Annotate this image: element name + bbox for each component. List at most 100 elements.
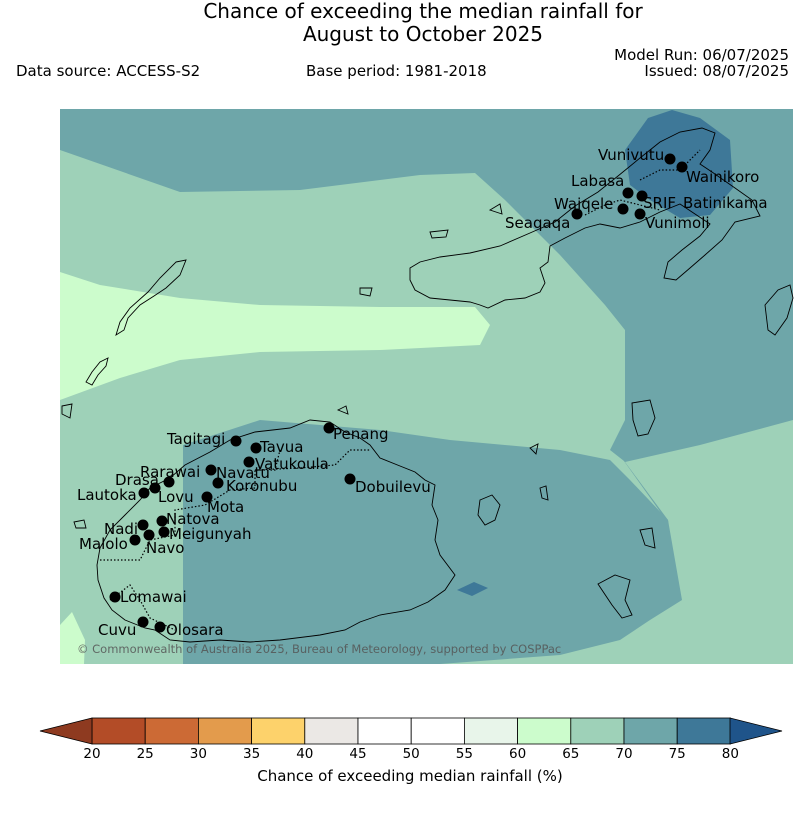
issued-text: Issued: 08/07/2025 <box>644 62 789 80</box>
station-marker-vunimoli <box>634 208 646 220</box>
station-marker-meigunyah <box>158 526 170 538</box>
viti-levu-coast <box>96 419 456 643</box>
copyright-text: © Commonwealth of Australia 2025, Bureau… <box>77 642 561 656</box>
station-label-navatu: Navatu <box>216 464 270 482</box>
station-label-batinikama: Batinikama <box>683 194 768 212</box>
station-label-lomawai: Lomawai <box>120 588 187 606</box>
station-label-wainikoro: Wainikoro <box>686 168 759 186</box>
station-label-rarawai: Rarawai <box>140 463 200 481</box>
yasawa-coast <box>115 259 187 337</box>
station-label-lautoka: Lautoka <box>77 486 137 504</box>
zone-75-80-patch <box>457 582 488 596</box>
station-label-waiqele: Waiqele <box>554 195 613 213</box>
station-marker-nadi <box>137 519 149 531</box>
station-label-cuvu: Cuvu <box>98 621 136 639</box>
colorbar-cell-20-25 <box>91 717 146 745</box>
islet-3 <box>529 443 539 455</box>
colorbar-tick-25: 25 <box>137 746 154 762</box>
colorbar-cell-60-65 <box>517 717 572 745</box>
station-label-dobuilevu: Dobuilevu <box>355 478 431 496</box>
data-source-text: Data source: ACCESS-S2 <box>16 62 201 80</box>
colorbar-tick-65: 65 <box>562 746 579 762</box>
station-label-srif: SRIF <box>643 194 676 212</box>
colorbar-cell-50-55 <box>410 717 465 745</box>
station-marker-cuvu <box>137 616 149 628</box>
station-label-vunimoli: Vunimoli <box>645 214 710 232</box>
station-marker-tavua <box>250 442 262 454</box>
district-boundaries <box>100 149 701 631</box>
colorbar-tick-20: 20 <box>83 746 100 762</box>
colorbar-tick-75: 75 <box>669 746 686 762</box>
station-marker-srif <box>636 190 648 202</box>
zone-65-70-east <box>625 420 793 664</box>
station-marker-dobuilevu <box>344 473 356 485</box>
colorbar-tick-60: 60 <box>509 746 526 762</box>
station-marker-drasa <box>163 476 175 488</box>
islet-2 <box>61 403 73 419</box>
station-label-drasa: Drasa <box>115 471 159 489</box>
coastlines <box>61 127 794 643</box>
colorbar-under-arrow <box>39 717 93 745</box>
station-label-labasa: Labasa <box>571 172 624 190</box>
title-line-1: Chance of exceeding the median rainfall … <box>203 0 643 23</box>
colorbar-tick-30: 30 <box>190 746 207 762</box>
station-label-penang: Penang <box>333 425 388 443</box>
station-label-seaqaqa: Seaqaqa <box>505 214 570 232</box>
colorbar-tick-70: 70 <box>615 746 632 762</box>
station-marker-vatukoula <box>243 456 255 468</box>
colorbar-cell-55-60 <box>463 717 518 745</box>
station-label-vatukoula: Vatukoula <box>255 455 329 473</box>
islet-9 <box>336 405 349 415</box>
stations: Vunivutu Wainikoro Labasa Waiqele SRIF Batini… <box>77 146 768 639</box>
vanua-levu-coast <box>409 127 761 309</box>
colorbar-cell-45-50 <box>357 717 412 745</box>
station-label-tagitagi: Tagitagi <box>166 430 225 448</box>
station-label-nadi: Nadi <box>104 520 138 538</box>
station-label-malolo: Malolo <box>79 535 128 553</box>
kadavu-coast <box>597 574 633 619</box>
boundary-vanua-levu-1 <box>584 199 661 216</box>
station-marker-lomawai <box>109 591 121 603</box>
colorbar-over-arrow <box>729 717 783 745</box>
colorbar-cell-30-35 <box>197 717 252 745</box>
station-label-tavua: Tavua <box>259 438 303 456</box>
colorbar-tick-50: 50 <box>403 746 420 762</box>
station-marker-waiqele <box>617 203 629 215</box>
station-marker-navo <box>143 529 155 541</box>
station-label-lovu: Lovu <box>158 488 194 506</box>
colorbar-cell-65-70 <box>570 717 625 745</box>
islet-6 <box>429 229 449 239</box>
zone-70-75-south <box>183 420 682 664</box>
station-label-olosara: Olosara <box>166 621 224 639</box>
station-marker-tagitagi <box>230 435 242 447</box>
station-marker-lovu <box>149 482 161 494</box>
zone-60-65-band <box>60 272 490 400</box>
colorbar-cell-40-45 <box>304 717 359 745</box>
islet-8 <box>488 203 503 215</box>
map-zones <box>60 109 793 664</box>
station-label-koronubu: Koronubu <box>226 477 297 495</box>
station-label-vunivutu: Vunivutu <box>598 146 664 164</box>
station-marker-seaqaqa <box>571 208 583 220</box>
station-marker-malolo <box>129 534 141 546</box>
station-marker-olosara <box>154 621 166 633</box>
station-marker-vunivutu <box>664 153 676 165</box>
taveuni-coast <box>764 284 794 336</box>
title-line-2: August to October 2025 <box>302 22 544 46</box>
boundary-vanua-levu-2 <box>639 149 701 181</box>
colorbar-tick-45: 45 <box>349 746 366 762</box>
ovalau-coast <box>631 399 656 437</box>
colorbar-tick-40: 40 <box>296 746 313 762</box>
boundary-viti-levu-south <box>109 584 176 631</box>
colorbar-cell-70-75 <box>623 717 678 745</box>
islet-7 <box>73 519 87 529</box>
station-label-natova: Natova <box>166 510 220 528</box>
colorbar-cell-35-40 <box>251 717 306 745</box>
station-label-meigunyah: Meigunyah <box>169 525 251 543</box>
station-marker-koronubu <box>212 477 224 489</box>
colorbar-cell-75-80 <box>676 717 731 745</box>
islet-1 <box>359 287 373 297</box>
yasawa-south-coast <box>85 357 109 386</box>
station-label-mota: Mota <box>207 498 244 516</box>
